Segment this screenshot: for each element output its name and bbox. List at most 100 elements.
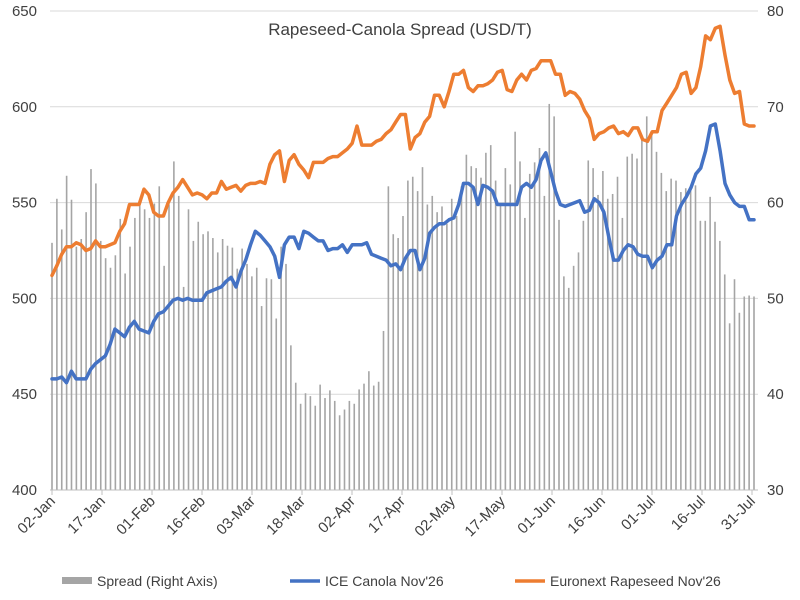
spread-bar: [387, 186, 390, 490]
spread-bar: [441, 206, 443, 490]
spread-bar: [407, 180, 409, 491]
spread-bar: [358, 389, 360, 490]
spread-bar: [455, 216, 458, 490]
spread-bar: [538, 147, 541, 490]
spread-bar: [460, 186, 463, 490]
spread-bar: [143, 209, 146, 490]
spread-bar: [636, 158, 638, 491]
spread-bar: [665, 191, 668, 490]
spread-bar: [377, 381, 380, 490]
y-left-tick-label: 450: [12, 386, 37, 403]
spread-bar: [207, 231, 209, 490]
spread-bars: [51, 103, 755, 491]
spread-bar: [480, 177, 482, 490]
y-axis-left-ticks: 400 450 500 550 600 650: [12, 3, 37, 499]
spread-bar: [748, 295, 750, 490]
y-right-tick-label: 50: [767, 290, 784, 307]
y-right-tick-label: 30: [767, 482, 784, 499]
y-left-tick-label: 400: [12, 482, 37, 499]
spread-bar: [70, 199, 73, 490]
spread-bar: [202, 234, 204, 490]
spread-bar: [85, 212, 87, 490]
y-left-tick-label: 550: [12, 195, 37, 212]
spread-bar: [138, 199, 141, 490]
spread-bar: [543, 195, 546, 491]
spread-bar: [577, 252, 580, 490]
spread-bar: [158, 186, 161, 490]
spread-bar: [290, 345, 292, 490]
spread-bar: [236, 268, 239, 490]
spread-bar: [436, 212, 438, 490]
spread-bar: [124, 273, 126, 490]
spread-bar: [743, 296, 746, 490]
spread-bar: [714, 221, 716, 490]
spread-bar: [631, 153, 633, 490]
spread-bar: [704, 220, 707, 490]
spread-bar: [587, 160, 590, 490]
spread-bar: [280, 246, 282, 490]
spread-bar: [533, 162, 536, 490]
spread-bar: [519, 161, 521, 490]
spread-bar: [294, 382, 297, 490]
canola-line: [50, 122, 756, 385]
spread-bar: [197, 221, 200, 490]
y-left-tick-label: 650: [12, 3, 37, 20]
spread-bar: [309, 396, 312, 490]
spread-bar: [602, 170, 604, 490]
spread-bar: [343, 409, 346, 490]
legend-swatch-spread: [62, 577, 92, 584]
spread-bar: [168, 204, 170, 491]
spread-bar: [738, 312, 741, 490]
spread-bar: [51, 242, 53, 490]
spread-bar: [626, 156, 629, 490]
legend-label-rapeseed: Euronext Rapeseed Nov'26: [550, 573, 721, 589]
spread-bar: [148, 217, 151, 491]
spread-bar: [431, 195, 434, 491]
spread-bar: [392, 234, 395, 490]
spread-bar: [450, 198, 453, 490]
spread-bar: [582, 220, 585, 490]
spread-bar: [80, 239, 83, 490]
spread-bar: [641, 139, 643, 490]
spread-bar: [319, 384, 321, 490]
spread-bar: [558, 219, 560, 490]
spread-bar: [368, 371, 370, 490]
spread-bar: [509, 184, 512, 490]
spread-bar: [470, 166, 473, 491]
spread-bar: [689, 186, 692, 490]
spread-bar: [265, 278, 268, 490]
rapeseed-line: [50, 24, 756, 278]
spread-bar: [109, 267, 112, 490]
spread-bar: [723, 274, 726, 490]
chart-title: Rapeseed-Canola Spread (USD/T): [268, 20, 532, 39]
spread-bar: [260, 306, 263, 490]
spread-bar: [524, 217, 526, 491]
spread-bar: [426, 204, 429, 491]
spread-bar: [333, 400, 336, 490]
spread-bar: [382, 330, 385, 490]
spread-bar: [90, 169, 92, 490]
spread-bar: [329, 390, 331, 490]
spread-bar: [553, 116, 555, 490]
spread-bar: [324, 398, 326, 490]
spread-bar: [421, 167, 424, 491]
spread-bar: [187, 209, 190, 490]
spread-bar: [182, 286, 185, 490]
spread-bar: [402, 216, 404, 490]
spread-bar: [353, 403, 356, 490]
spread-bar: [680, 192, 682, 490]
y-right-tick-label: 40: [767, 386, 784, 403]
spread-bar: [645, 116, 648, 490]
spread-bar: [99, 240, 102, 490]
spread-bar: [514, 131, 516, 490]
spread-bar: [304, 393, 307, 490]
spread-bar: [567, 287, 570, 490]
spread-bar: [75, 246, 78, 490]
y-right-tick-label: 70: [767, 99, 784, 116]
spread-bar: [616, 176, 619, 490]
spread-bar: [694, 185, 697, 490]
spread-bar: [572, 265, 575, 490]
spread-bar: [216, 252, 219, 490]
spread-bar: [338, 415, 341, 490]
spread-bar: [285, 263, 287, 490]
